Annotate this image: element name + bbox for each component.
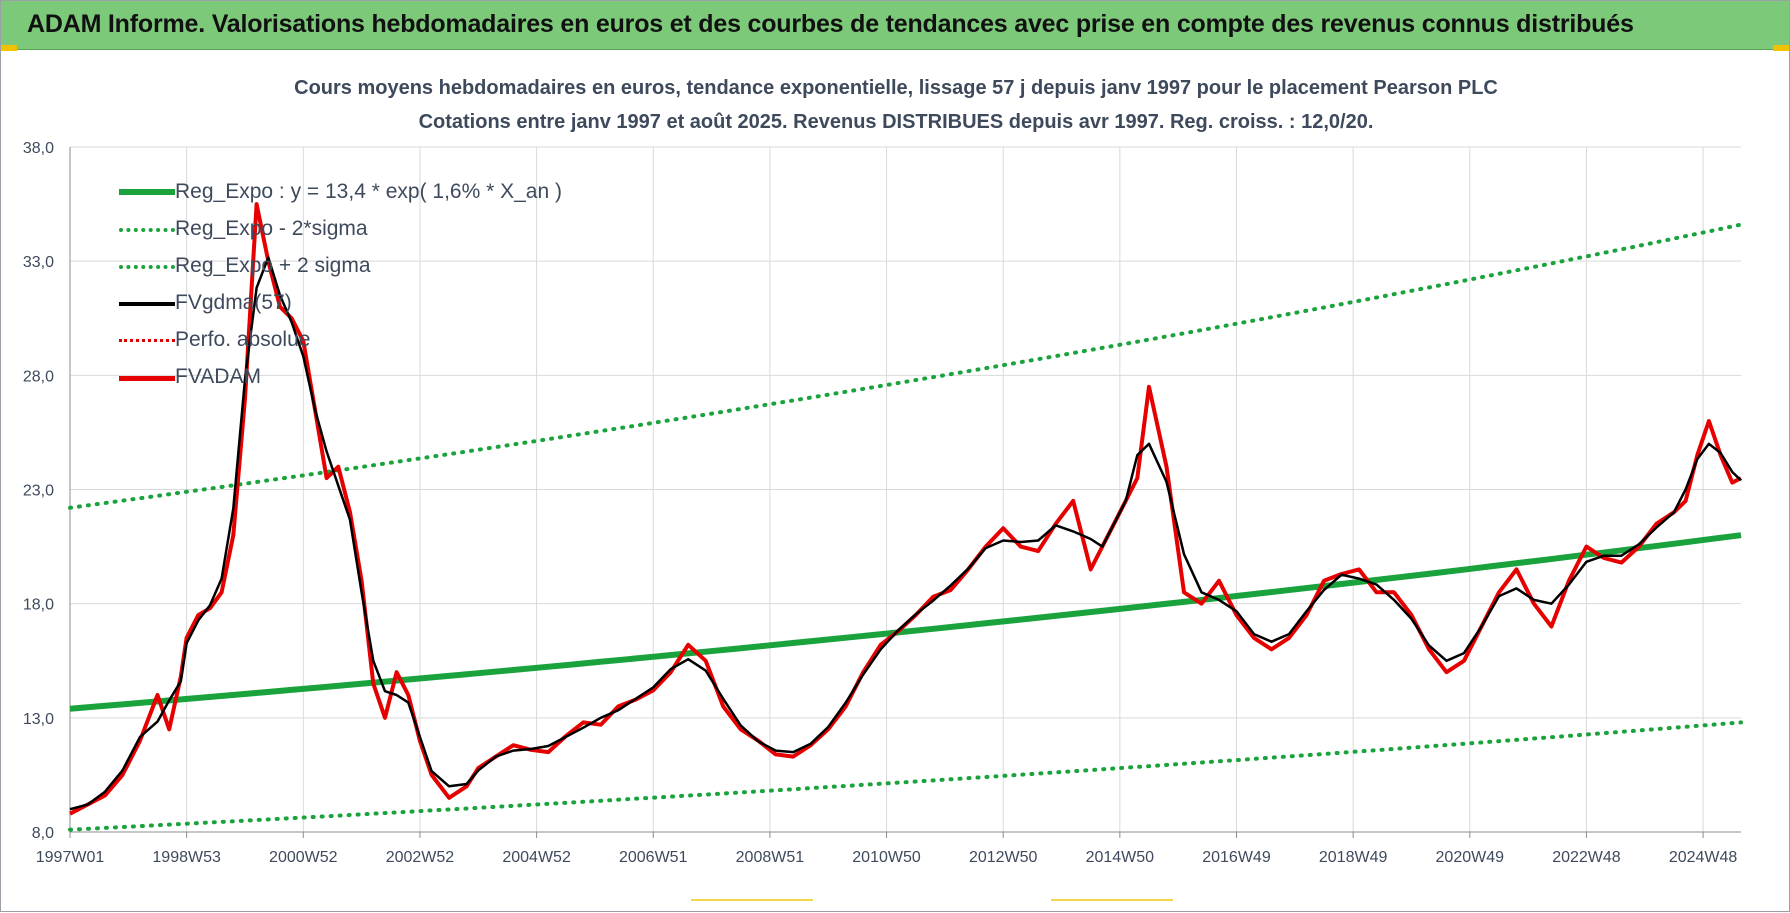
x-tick-label: 2014W50 xyxy=(1086,849,1155,866)
legend-label-reg-expo: Reg_Expo : y = 13,4 * exp( 1,6% * X_an ) xyxy=(175,180,562,203)
chart-subtitle: Cotations entre janv 1997 et août 2025. … xyxy=(418,111,1374,133)
legend-swatch-reg-expo xyxy=(119,189,175,195)
bottom-marker-left xyxy=(691,899,813,901)
series-reg-expo xyxy=(69,532,1742,712)
x-tick-label: 2004W52 xyxy=(502,849,571,866)
x-tick-label: 2012W50 xyxy=(969,849,1038,866)
legend-label-fvgdma: FVgdma(57) xyxy=(175,291,292,314)
series-fvadam xyxy=(69,202,1742,816)
legend-label-reg-expo-minus: Reg_Expo - 2*sigma xyxy=(175,217,368,240)
x-tick-label: 2002W52 xyxy=(386,849,455,866)
y-tick-label: 13,0 xyxy=(23,711,54,728)
x-tick-label: 2018W49 xyxy=(1319,849,1388,866)
x-tick-label: 2020W49 xyxy=(1436,849,1505,866)
series-fvgdma xyxy=(69,256,1742,811)
series-reg-expo-plus-2sigma xyxy=(68,222,1743,510)
x-tick-label: 1998W53 xyxy=(152,849,221,866)
report-banner: ADAM Informe. Valorisations hebdomadaire… xyxy=(1,1,1789,50)
x-tick-label: 2008W51 xyxy=(736,849,805,866)
corner-marker-top-right xyxy=(1773,45,1789,51)
legend-swatch-fvgdma xyxy=(119,302,175,306)
bottom-marker-right xyxy=(1051,899,1173,901)
x-tick-label: 2016W49 xyxy=(1202,849,1271,866)
y-tick-label: 23,0 xyxy=(23,483,54,500)
x-tick-label: 2000W52 xyxy=(269,849,338,866)
x-tick-label: 1997W01 xyxy=(36,849,105,866)
legend-swatch-reg-expo-plus xyxy=(119,265,175,269)
y-tick-label: 8,0 xyxy=(32,825,54,842)
chart-title: Cours moyens hebdomadaires en euros, ten… xyxy=(294,77,1498,99)
x-tick-label: 2024W48 xyxy=(1669,849,1738,866)
x-tick-label: 2006W51 xyxy=(619,849,688,866)
legend-swatch-reg-expo-minus xyxy=(119,228,175,232)
corner-marker-top-left xyxy=(1,45,17,51)
y-tick-label: 18,0 xyxy=(23,597,54,614)
report-title: ADAM Informe. Valorisations hebdomadaire… xyxy=(27,10,1634,38)
x-tick-label: 2022W48 xyxy=(1552,849,1621,866)
legend-label-perfo-absolue: Perfo. absolue xyxy=(175,328,311,351)
legend-swatch-perfo-absolue xyxy=(119,339,175,342)
legend-swatch-fvadam xyxy=(119,376,175,381)
y-tick-label: 28,0 xyxy=(23,368,54,385)
x-tick-label: 2010W50 xyxy=(852,849,921,866)
legend-label-fvadam: FVADAM xyxy=(175,365,261,388)
legend-label-reg-expo-plus: Reg_Expo + 2 sigma xyxy=(175,254,371,277)
y-tick-label: 33,0 xyxy=(23,254,54,271)
series-reg-expo-minus-2sigma xyxy=(68,720,1743,832)
y-tick-label: 38,0 xyxy=(23,140,54,157)
